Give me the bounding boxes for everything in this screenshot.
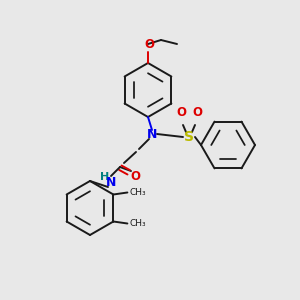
Text: O: O — [144, 38, 154, 51]
Text: N: N — [106, 176, 116, 188]
Text: S: S — [184, 130, 194, 144]
Text: H: H — [100, 172, 109, 182]
Text: CH₃: CH₃ — [129, 219, 146, 228]
Text: O: O — [192, 106, 202, 119]
Text: O: O — [130, 169, 140, 182]
Text: O: O — [176, 106, 186, 119]
Text: CH₃: CH₃ — [129, 188, 146, 197]
Text: N: N — [147, 128, 157, 140]
